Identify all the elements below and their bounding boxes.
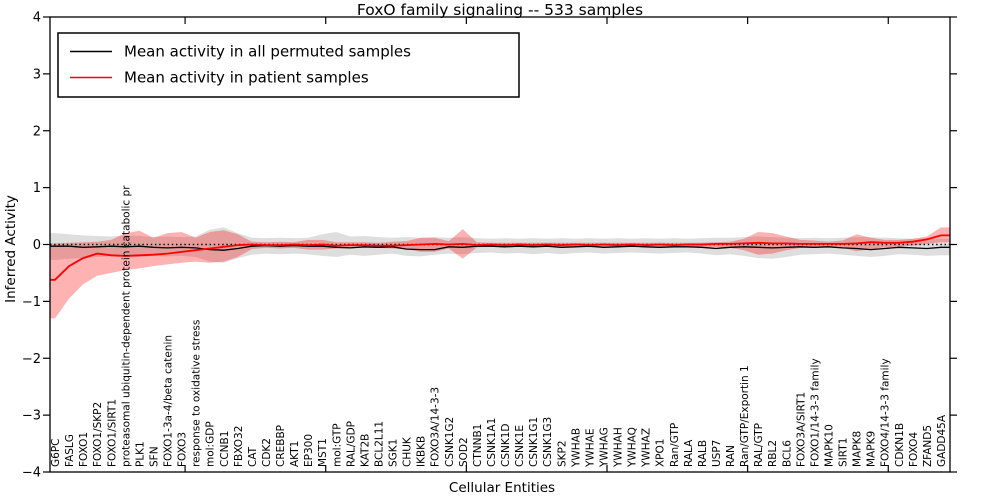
x-category-label: FASLG xyxy=(64,434,76,467)
x-category-label: FOXO1/SIRT1 xyxy=(106,399,118,467)
x-category-label: CTNNB1 xyxy=(472,424,484,467)
legend-label-patient: Mean activity in patient samples xyxy=(124,69,369,87)
x-category-label: RALA xyxy=(683,439,695,467)
x-category-label: G6PC xyxy=(50,439,62,467)
series-line-patient xyxy=(50,234,950,281)
legend-label-permuted: Mean activity in all permuted samples xyxy=(124,43,411,61)
y-tick-label: −2 xyxy=(22,352,41,367)
x-category-label: FOXO1-3a-4/beta catenin xyxy=(163,335,175,467)
x-axis-label: Cellular Entities xyxy=(449,480,555,496)
x-category-label: BCL2L11 xyxy=(373,421,385,467)
x-category-label: FOXO3A/14-3-3 xyxy=(430,387,442,467)
series-line-permuted xyxy=(50,244,950,251)
x-category-label: Ran/GTP/Exportin 1 xyxy=(739,365,751,467)
chart-title: FoxO family signaling -- 533 samples xyxy=(357,1,643,19)
x-category-label: mol:GTP xyxy=(331,423,343,467)
x-category-label: RBL2 xyxy=(767,440,779,467)
x-category-label: FOXO4 xyxy=(908,432,920,467)
x-category-label: FBXO32 xyxy=(233,426,245,467)
x-category-label: response to oxidative stress xyxy=(191,320,203,467)
x-category-label: FOXO1/14-3-3 family xyxy=(809,358,821,467)
x-category-label: YWHAB xyxy=(570,428,582,468)
x-category-label: FOXO3 xyxy=(177,432,189,467)
x-category-label: FOXO1 xyxy=(78,432,90,467)
x-category-label: Ran/GTP xyxy=(669,423,681,467)
x-category-label: IKBKB xyxy=(416,436,428,467)
x-category-label: FOXO3A/SIRT1 xyxy=(795,392,807,467)
y-tick-label: 3 xyxy=(33,67,41,82)
x-category-label: CSNK1D xyxy=(500,423,512,467)
x-category-label: FOXO1/SKP2 xyxy=(92,402,104,467)
x-category-label: GADD45A xyxy=(936,414,948,467)
x-category-label: CREBBP xyxy=(275,425,287,467)
x-category-label: CDK2 xyxy=(261,438,273,467)
x-category-label: SFN xyxy=(148,446,160,467)
x-category-label: mol:GDP xyxy=(205,421,217,467)
y-tick-label: 0 xyxy=(33,238,41,253)
x-category-label: RAN xyxy=(725,445,737,467)
x-category-label: SGK1 xyxy=(388,439,400,467)
y-tick-label: −3 xyxy=(22,409,41,424)
x-category-label: XPO1 xyxy=(655,439,667,467)
x-category-label: YWHAG xyxy=(598,427,610,468)
x-category-labels: G6PC FASLG FOXO1 FOXO1/SKP2 FOXO1/SIRT1 prote… xyxy=(50,185,948,468)
x-category-label: YWHAE xyxy=(584,428,596,468)
x-category-label: CSNK1G1 xyxy=(528,417,540,467)
y-tick-label: −4 xyxy=(22,466,41,481)
y-tick-label: 4 xyxy=(33,11,41,26)
x-category-label: CSNK1G2 xyxy=(444,417,456,467)
legend: Mean activity in all permuted samples Me… xyxy=(57,32,520,98)
x-category-label: CCNB1 xyxy=(219,431,231,467)
series-group xyxy=(50,227,950,319)
x-category-label: CSNK1E xyxy=(514,425,526,467)
x-category-label: SIRT1 xyxy=(838,438,850,467)
x-category-label: MAPK9 xyxy=(866,431,878,467)
x-category-label: SKP2 xyxy=(556,440,568,467)
x-category-label: CHUK xyxy=(402,436,414,467)
x-category-label: CSNK1G3 xyxy=(542,417,554,467)
x-category-label: CSNK1A1 xyxy=(486,418,498,467)
x-category-label: BCL6 xyxy=(781,440,793,467)
x-category-label: MAPK10 xyxy=(823,424,835,467)
x-category-label: AKT1 xyxy=(289,441,301,467)
y-axis-label: Inferred Activity xyxy=(3,195,19,303)
x-category-label: RAL/GDP xyxy=(345,421,357,467)
x-category-label: CAT xyxy=(247,446,259,467)
plot-area: G6PC FASLG FOXO1 FOXO1/SKP2 FOXO1/SIRT1 prote… xyxy=(22,11,957,481)
x-category-label: ZFAND5 xyxy=(922,425,934,467)
x-category-label: PLK1 xyxy=(134,441,146,467)
x-category-label: CDKN1B xyxy=(894,423,906,467)
y-tick-label: −1 xyxy=(22,295,41,310)
y-tick-label: 2 xyxy=(33,124,41,139)
x-category-label: RAL/GTP xyxy=(753,423,765,467)
x-category-label: MAPK8 xyxy=(852,431,864,467)
x-category-label: SOD2 xyxy=(458,437,470,467)
x-category-label: FOXO4/14-3-3 family xyxy=(880,358,892,467)
x-category-label: YWHAQ xyxy=(627,427,639,468)
x-category-label: YWHAZ xyxy=(641,428,653,468)
x-category-label: RALB xyxy=(697,440,709,467)
x-category-label: MST1 xyxy=(317,438,329,467)
x-category-label: EP300 xyxy=(303,434,315,467)
x-category-label: YWHAH xyxy=(613,427,625,468)
x-category-label: USP7 xyxy=(711,440,723,467)
y-tick-label: 1 xyxy=(33,181,41,196)
x-category-label: KAT2B xyxy=(359,434,371,467)
x-category-label: proteasomal ubiquitin-dependent protein … xyxy=(120,185,132,467)
legend-box xyxy=(57,32,520,98)
